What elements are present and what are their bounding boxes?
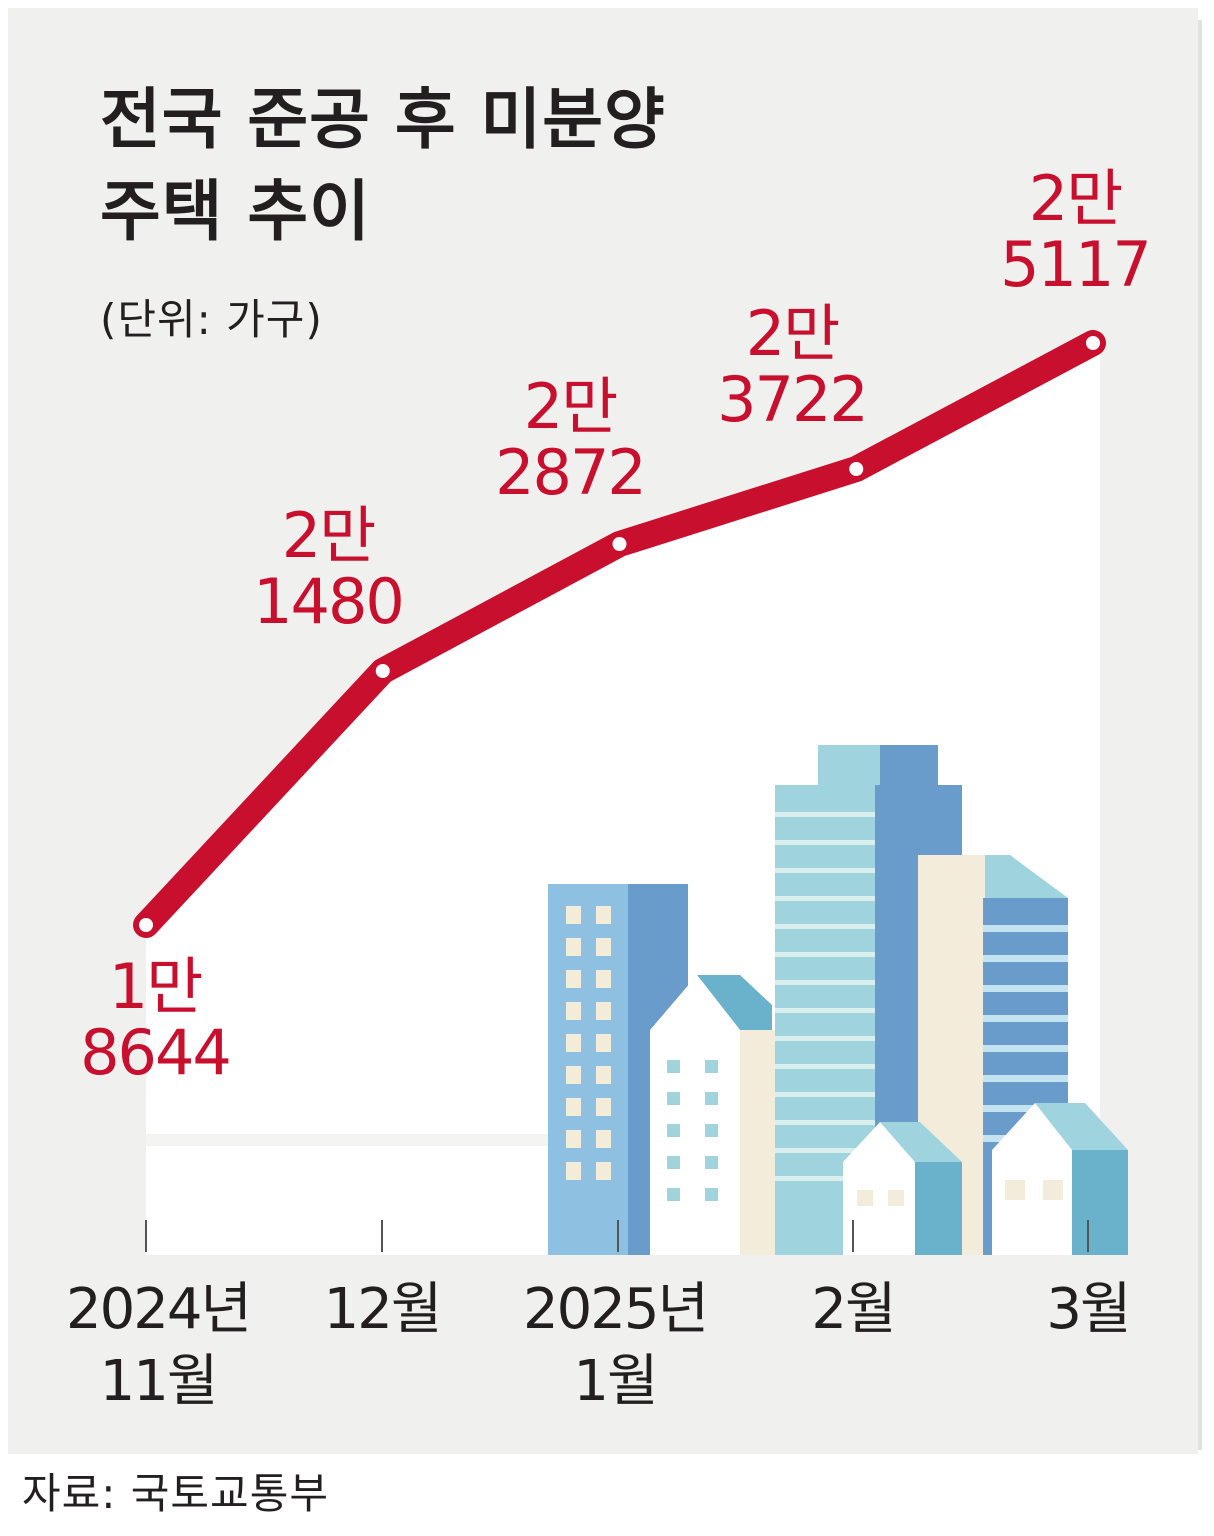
x-axis-labels: 2024년 11월 12월 2025년 1월 2월 3월 xyxy=(66,1277,1132,1414)
data-label: 2만 xyxy=(1029,162,1122,235)
x-tick-label: 2024년 xyxy=(66,1277,250,1342)
data-label: 3722 xyxy=(717,363,867,436)
x-tick-label: 2월 xyxy=(811,1277,894,1342)
data-label: 2만 xyxy=(524,370,617,443)
buildings-illustration xyxy=(548,745,1128,1255)
left-tower-windows xyxy=(566,906,611,1180)
data-label: 1480 xyxy=(253,565,403,638)
data-point xyxy=(1082,332,1104,354)
data-point xyxy=(371,660,394,682)
data-label: 2872 xyxy=(495,436,645,509)
x-tick-label: 3월 xyxy=(1046,1277,1129,1342)
data-label: 8644 xyxy=(80,1016,230,1089)
data-label: 5117 xyxy=(1000,228,1150,301)
x-tick-label: 11월 xyxy=(100,1349,217,1414)
data-label: 2만 xyxy=(746,297,839,370)
data-point xyxy=(135,914,157,936)
x-tick-label: 1월 xyxy=(573,1349,656,1414)
data-point xyxy=(845,458,868,480)
source-note: 자료: 국토교통부 xyxy=(22,1469,329,1518)
tall-tower-stripes xyxy=(775,812,875,1181)
chart-unit: (단위: 가구) xyxy=(100,295,323,344)
panel-edge xyxy=(1198,20,1202,1450)
x-ticks xyxy=(145,1220,1089,1252)
series-layer xyxy=(133,330,1106,938)
data-label: 1만 xyxy=(109,950,202,1023)
data-point xyxy=(608,533,631,555)
data-label: 2만 xyxy=(282,499,375,572)
middle-house-windows xyxy=(667,1060,718,1201)
chart-title: 전국 준공 후 미분양 주택 추이 xyxy=(100,81,666,250)
x-tick-label: 2025년 xyxy=(523,1277,707,1342)
x-tick-label: 12월 xyxy=(324,1277,441,1342)
